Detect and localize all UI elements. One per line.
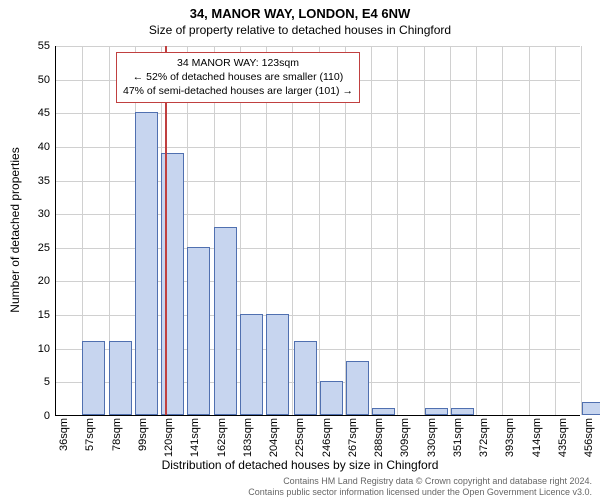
y-tick-label: 10 <box>26 343 50 355</box>
reference-info-box: 34 MANOR WAY: 123sqm← 52% of detached ho… <box>116 52 360 103</box>
x-tick-label: 351sqm <box>452 418 464 457</box>
x-tick-label: 456sqm <box>583 418 595 457</box>
y-axis-label: Number of detached properties <box>8 147 22 312</box>
x-tick-label: 141sqm <box>189 418 201 457</box>
x-tick-label: 372sqm <box>478 418 490 457</box>
gridline <box>397 46 398 415</box>
attribution-line: Contains HM Land Registry data © Crown c… <box>248 476 592 487</box>
bar <box>82 341 105 415</box>
gridline <box>450 46 451 415</box>
bar <box>214 227 237 415</box>
y-tick-label: 40 <box>26 141 50 153</box>
x-tick-label: 267sqm <box>347 418 359 457</box>
bar <box>266 314 289 415</box>
x-tick-label: 246sqm <box>321 418 333 457</box>
gridline <box>424 46 425 415</box>
bar <box>320 381 343 415</box>
y-tick-label: 5 <box>26 376 50 388</box>
chart-container: 34, MANOR WAY, LONDON, E4 6NW Size of pr… <box>0 0 600 500</box>
y-tick-label: 55 <box>26 40 50 52</box>
x-tick-label: 36sqm <box>58 418 70 451</box>
x-axis-label: Distribution of detached houses by size … <box>0 458 600 472</box>
plot-wrap: 34 MANOR WAY: 123sqm← 52% of detached ho… <box>55 46 580 416</box>
x-tick-label: 225sqm <box>294 418 306 457</box>
y-tick-label: 0 <box>26 410 50 422</box>
info-box-title: 34 MANOR WAY: 123sqm <box>123 56 353 70</box>
bar <box>135 112 158 415</box>
x-tick-label: 435sqm <box>557 418 569 457</box>
gridline <box>555 46 556 415</box>
gridline <box>476 46 477 415</box>
attribution-line: Contains public sector information licen… <box>248 487 592 498</box>
bar <box>187 247 210 415</box>
y-tick-label: 20 <box>26 275 50 287</box>
bar <box>425 408 448 415</box>
bar <box>346 361 369 415</box>
attribution: Contains HM Land Registry data © Crown c… <box>248 476 592 499</box>
bar <box>451 408 474 415</box>
y-tick-label: 30 <box>26 208 50 220</box>
info-box-left: ← 52% of detached houses are smaller (11… <box>123 70 353 84</box>
bar <box>372 408 395 415</box>
x-tick-label: 183sqm <box>242 418 254 457</box>
y-tick-label: 50 <box>26 74 50 86</box>
x-tick-label: 330sqm <box>426 418 438 457</box>
gridline <box>502 46 503 415</box>
info-box-right: 47% of semi-detached houses are larger (… <box>123 84 353 98</box>
x-tick-label: 414sqm <box>531 418 543 457</box>
bar <box>294 341 317 415</box>
chart-subtitle: Size of property relative to detached ho… <box>0 21 600 37</box>
y-tick-label: 15 <box>26 309 50 321</box>
bar <box>582 402 600 415</box>
x-tick-label: 99sqm <box>137 418 149 451</box>
y-tick-label: 45 <box>26 107 50 119</box>
plot-area: 34 MANOR WAY: 123sqm← 52% of detached ho… <box>55 46 580 416</box>
x-tick-label: 120sqm <box>163 418 175 457</box>
bar <box>109 341 132 415</box>
x-tick-label: 162sqm <box>216 418 228 457</box>
gridline <box>581 46 582 415</box>
y-tick-label: 35 <box>26 175 50 187</box>
chart-title: 34, MANOR WAY, LONDON, E4 6NW <box>0 0 600 21</box>
x-tick-label: 393sqm <box>504 418 516 457</box>
x-tick-label: 288sqm <box>373 418 385 457</box>
bar <box>240 314 263 415</box>
x-tick-label: 57sqm <box>84 418 96 451</box>
y-tick-label: 25 <box>26 242 50 254</box>
gridline <box>371 46 372 415</box>
x-tick-label: 309sqm <box>399 418 411 457</box>
x-tick-label: 78sqm <box>111 418 123 451</box>
x-tick-label: 204sqm <box>268 418 280 457</box>
gridline <box>529 46 530 415</box>
